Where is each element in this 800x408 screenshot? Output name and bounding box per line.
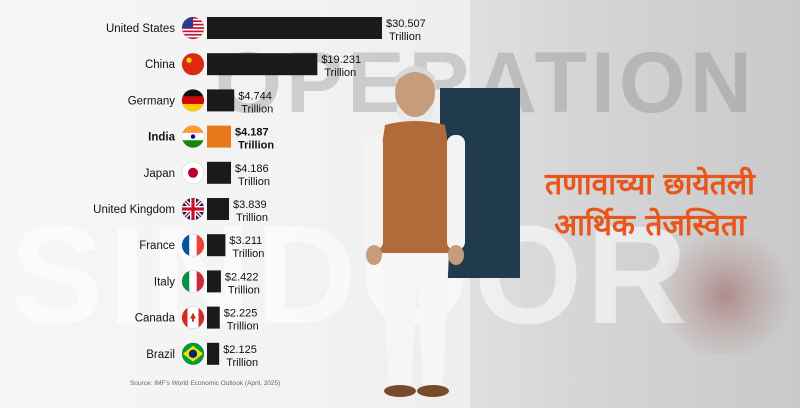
uk-flag-icon — [181, 197, 205, 221]
unit-label-united-states: Trillion — [389, 31, 421, 43]
unit-label-france: Trillion — [232, 248, 264, 260]
brazil-flag-icon — [181, 342, 205, 366]
india-flag-icon — [181, 125, 205, 148]
unit-label-india: Trillion — [238, 140, 274, 152]
value-label-canada: $2.225 — [224, 308, 258, 320]
unit-label-brazil: Trillion — [226, 357, 258, 369]
value-label-japan: $4.186 — [235, 163, 269, 175]
unit-label-united-kingdom: Trillion — [236, 212, 268, 224]
person-figure — [365, 66, 465, 397]
value-label-brazil: $2.125 — [223, 344, 257, 356]
headline: तणावाच्या छायेतली आर्थिक तेजस्विता — [510, 165, 790, 246]
background-word-sindoor: SINDOOR — [10, 196, 692, 353]
unit-label-japan: Trillion — [238, 176, 270, 188]
unit-label-canada: Trillion — [227, 321, 259, 333]
bar-italy — [207, 270, 221, 293]
bar-japan — [207, 161, 232, 184]
unit-label-germany: Trillion — [241, 103, 273, 115]
country-label-united-kingdom: United Kingdom — [93, 204, 175, 216]
red-splatter-decoration — [650, 235, 800, 355]
bar-brazil — [207, 342, 220, 365]
china-flag-icon — [181, 52, 205, 76]
headline-line-1: तणावाच्या छायेतली — [545, 167, 755, 202]
bar-india — [207, 125, 232, 148]
value-label-united-kingdom: $3.839 — [233, 199, 267, 211]
value-label-germany: $4.744 — [238, 90, 272, 102]
headline-line-2: आर्थिक तेजस्विता — [554, 207, 746, 243]
value-label-france: $3.211 — [229, 235, 262, 247]
country-label-france: France — [139, 240, 175, 252]
bar-united-states — [207, 17, 382, 39]
unit-label-china: Trillion — [324, 67, 356, 79]
country-label-united-states: United States — [106, 23, 175, 35]
value-label-china: $19.231 — [321, 54, 361, 66]
value-label-united-states: $30.507 — [386, 18, 426, 30]
value-label-italy: $2.422 — [225, 271, 259, 283]
unit-label-italy: Trillion — [228, 284, 260, 296]
country-label-brazil: Brazil — [146, 349, 175, 361]
canada-flag-icon — [181, 306, 205, 329]
source-note: Source: IMF's World Economic Outlook (Ap… — [130, 380, 281, 387]
country-label-japan: Japan — [144, 168, 175, 180]
germany-flag-icon — [181, 89, 205, 112]
france-flag-icon — [181, 233, 205, 257]
country-label-canada: Canada — [135, 313, 176, 325]
japan-flag-icon — [181, 161, 205, 185]
us-flag-icon — [181, 16, 205, 40]
country-label-germany: Germany — [128, 95, 176, 107]
value-label-india: $4.187 — [235, 127, 269, 139]
bar-united-kingdom — [207, 198, 230, 220]
country-label-china: China — [145, 59, 176, 71]
bar-canada — [207, 306, 220, 329]
bar-china — [207, 53, 318, 76]
bar-france — [207, 234, 226, 257]
country-label-italy: Italy — [154, 276, 175, 288]
country-label-india: India — [148, 132, 175, 144]
bar-germany — [207, 89, 235, 112]
italy-flag-icon — [181, 270, 205, 293]
